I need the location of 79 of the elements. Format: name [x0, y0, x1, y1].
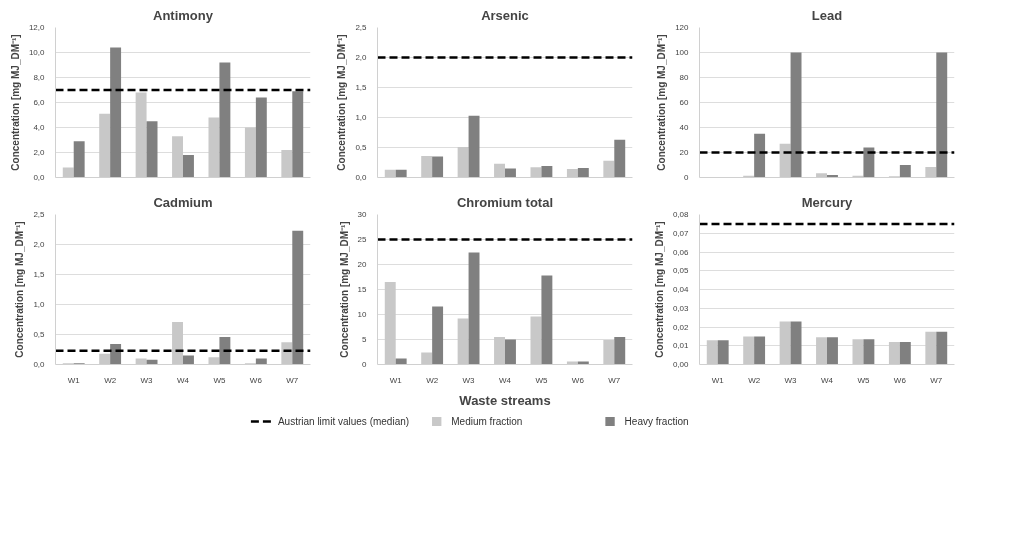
y-tick-label: 20: [357, 260, 368, 269]
x-tick-label: W4: [177, 375, 190, 385]
y-axis-title: Concentration [mg MJ_DM⁻¹]: [9, 34, 21, 171]
y-tick-label: 0: [362, 360, 368, 369]
y-tick-label: 40: [679, 123, 690, 132]
legend-label: Heavy fraction: [624, 416, 689, 427]
x-tick-label: W5: [535, 375, 548, 385]
y-tick-label: 0,00: [672, 360, 690, 369]
y-tick-label: 0,5: [355, 143, 368, 152]
y-tick-label: 0,03: [672, 303, 690, 313]
y-tick-label: 60: [679, 98, 690, 107]
y-tick-label: 8,0: [33, 73, 46, 82]
y-tick-label: 4,0: [33, 123, 46, 132]
chart-title: Arsenic: [481, 7, 529, 23]
y-tick-label: 1,5: [33, 270, 46, 279]
chart-title: Chromium total: [456, 194, 554, 210]
y-tick-label: 120: [675, 23, 690, 32]
y-tick-label: 10,0: [28, 48, 46, 57]
x-tick-label: W7: [608, 375, 621, 385]
x-tick-label: W5: [213, 375, 226, 385]
x-axis-title: Waste streams: [459, 392, 551, 408]
y-tick-label: 0: [684, 173, 690, 182]
y-tick-label: 0,04: [672, 285, 690, 294]
y-tick-label: 2,5: [355, 23, 368, 32]
y-tick-label: 0,02: [672, 322, 690, 332]
y-tick-label: 2,0: [33, 148, 46, 157]
y-tick-label: 0,06: [672, 247, 690, 257]
y-tick-label: 1,0: [355, 113, 368, 122]
x-tick-label: W1: [389, 375, 403, 385]
y-axis-title: Concentration [mg MJ_DM⁻¹]: [336, 34, 348, 171]
y-axis-title: Concentration [mg MJ_DM⁻¹]: [338, 221, 350, 358]
y-tick-label: 0,5: [33, 330, 46, 339]
x-tick-label: W6: [893, 375, 907, 385]
y-tick-label: 2,0: [33, 240, 46, 249]
y-tick-label: 0,01: [672, 341, 690, 351]
y-tick-label: 80: [679, 73, 690, 82]
y-tick-label: 15: [357, 285, 368, 294]
x-tick-label: W4: [499, 375, 512, 385]
chart-title: Antimony: [153, 7, 214, 23]
y-tick-label: 1,0: [33, 300, 46, 309]
x-tick-label: W5: [857, 375, 870, 385]
legend-label: Medium fraction: [451, 416, 523, 427]
y-axis-title: Concentration [mg MJ_DM⁻¹]: [656, 34, 668, 171]
y-tick-label: 5: [362, 335, 368, 344]
x-tick-label: W2: [104, 375, 117, 385]
y-tick-label: 0,08: [672, 210, 690, 219]
x-tick-label: W1: [67, 375, 81, 385]
x-tick-label: W3: [462, 375, 476, 385]
y-tick-label: 2,5: [33, 210, 46, 219]
legend-label: Austrian limit values (median): [277, 416, 410, 427]
x-tick-label: W2: [748, 375, 761, 385]
y-tick-label: 1,5: [355, 83, 368, 92]
y-tick-label: 10: [357, 310, 368, 319]
y-axis-title: Concentration [mg MJ_DM⁻¹]: [653, 221, 665, 358]
y-tick-label: 0,0: [33, 360, 46, 369]
y-tick-label: 20: [679, 148, 690, 157]
x-tick-label: W2: [426, 375, 439, 385]
y-tick-label: 0,0: [33, 173, 46, 182]
y-tick-label: 2,0: [355, 53, 368, 62]
y-axis-title: Concentration [mg MJ_DM⁻¹]: [14, 221, 26, 358]
y-tick-label: 0,07: [672, 228, 690, 238]
chart-title: Mercury: [801, 194, 854, 210]
chart-title: Lead: [811, 7, 843, 23]
x-tick-label: W4: [821, 375, 834, 385]
y-tick-label: 0,0: [355, 173, 368, 182]
x-tick-label: W7: [286, 375, 299, 385]
chart-title: Cadmium: [153, 194, 213, 210]
y-tick-label: 12,0: [28, 23, 46, 32]
y-tick-label: 6,0: [33, 98, 46, 107]
x-tick-label: W3: [784, 375, 798, 385]
x-tick-label: W3: [140, 375, 154, 385]
x-tick-label: W7: [930, 375, 943, 385]
y-tick-label: 100: [675, 48, 690, 57]
y-tick-label: 0,05: [672, 266, 690, 276]
x-tick-label: W6: [571, 375, 585, 385]
x-tick-label: W6: [249, 375, 263, 385]
x-tick-label: W1: [711, 375, 725, 385]
y-tick-label: 25: [357, 235, 368, 244]
y-tick-label: 30: [357, 210, 368, 219]
